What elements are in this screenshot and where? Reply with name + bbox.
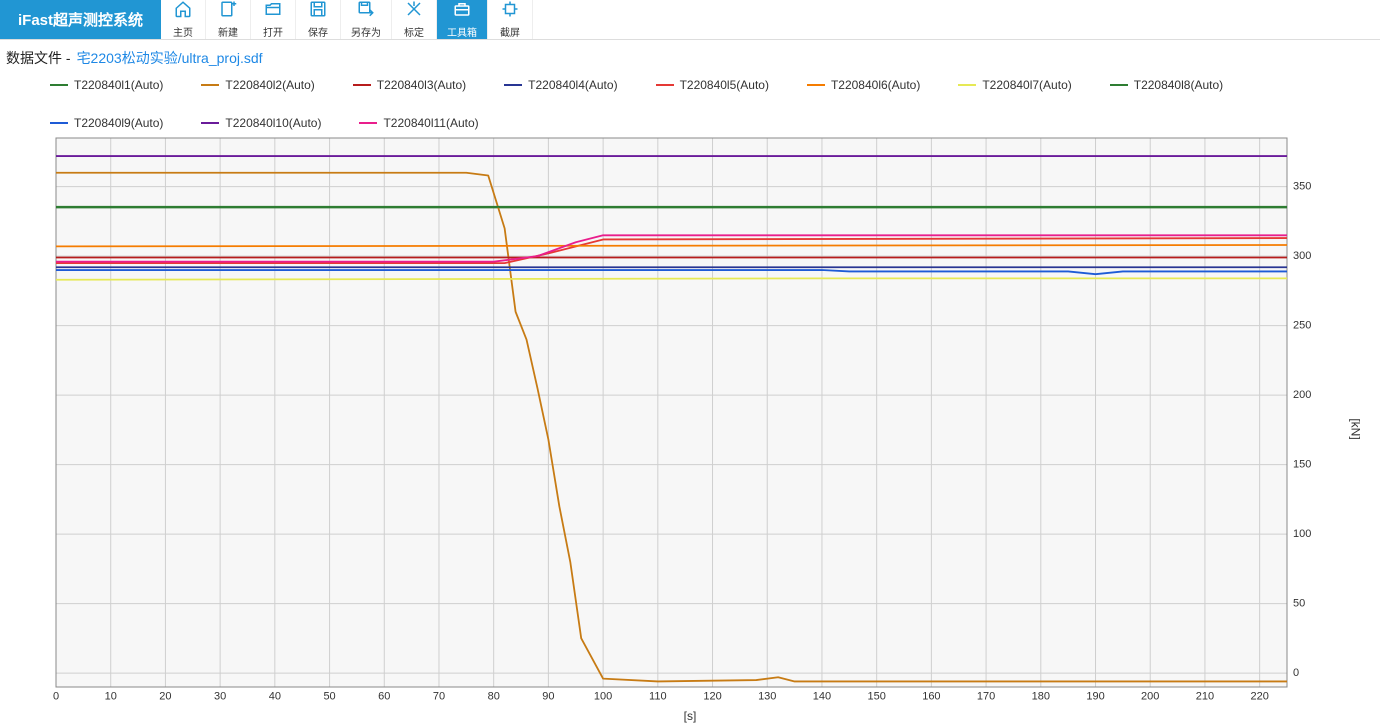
tool-label: 工具箱 (447, 24, 477, 39)
legend-item[interactable]: T220840l3(Auto) (353, 78, 466, 92)
tool-label: 另存为 (351, 24, 381, 39)
toolbar: iFast超声测控系统 主页 新建 打开 保存 另存为 标定 工具箱 截屏 (0, 0, 1380, 40)
new-button[interactable]: 新建 (206, 0, 251, 39)
tool-label: 标定 (404, 24, 424, 39)
legend-label: T220840l5(Auto) (680, 78, 769, 92)
screenshot-button[interactable]: 截屏 (488, 0, 533, 39)
calibrate-icon (404, 0, 424, 23)
legend-swatch (1110, 84, 1128, 86)
saveas-button[interactable]: 另存为 (341, 0, 392, 39)
chart-area: [s] [kN] (0, 132, 1380, 725)
legend-label: T220840l7(Auto) (982, 78, 1071, 92)
y-axis-label: [kN] (1348, 418, 1362, 439)
legend-label: T220840l2(Auto) (225, 78, 314, 92)
tool-label: 新建 (218, 24, 238, 39)
legend-label: T220840l4(Auto) (528, 78, 617, 92)
legend-swatch (353, 84, 371, 86)
file-path-row: 数据文件 - 宅2203松动实验/ultra_proj.sdf (0, 40, 1380, 72)
tool-label: 保存 (308, 24, 328, 39)
data-file-path: 宅2203松动实验/ultra_proj.sdf (77, 48, 263, 68)
legend-swatch (50, 122, 68, 124)
legend-label: T220840l10(Auto) (225, 116, 321, 130)
home-button[interactable]: 主页 (161, 0, 206, 39)
app-title: iFast超声测控系统 (0, 0, 161, 39)
toolbox-icon (452, 0, 472, 23)
legend-item[interactable]: T220840l7(Auto) (958, 78, 1071, 92)
home-icon (173, 0, 193, 23)
legend-label: T220840l11(Auto) (383, 116, 478, 130)
legend-item[interactable]: T220840l4(Auto) (504, 78, 617, 92)
legend-label: T220840l1(Auto) (74, 78, 163, 92)
legend-swatch (50, 84, 68, 86)
toolbar-buttons: 主页 新建 打开 保存 另存为 标定 工具箱 截屏 (161, 0, 533, 39)
legend-label: T220840l8(Auto) (1134, 78, 1223, 92)
tool-label: 截屏 (500, 24, 520, 39)
legend-item[interactable]: T220840l1(Auto) (50, 78, 163, 92)
tool-label: 主页 (173, 24, 193, 39)
toolbox-button[interactable]: 工具箱 (437, 0, 488, 39)
legend-swatch (201, 122, 219, 124)
save-button[interactable]: 保存 (296, 0, 341, 39)
legend-swatch (504, 84, 522, 86)
legend-item[interactable]: T220840l6(Auto) (807, 78, 920, 92)
legend-label: T220840l9(Auto) (74, 116, 163, 130)
new-icon (218, 0, 238, 23)
screenshot-icon (500, 0, 520, 23)
legend-swatch (656, 84, 674, 86)
open-button[interactable]: 打开 (251, 0, 296, 39)
legend-swatch (359, 122, 377, 124)
legend-label: T220840l3(Auto) (377, 78, 466, 92)
legend-item[interactable]: T220840l9(Auto) (50, 116, 163, 130)
legend-swatch (807, 84, 825, 86)
legend-swatch (958, 84, 976, 86)
legend-item[interactable]: T220840l8(Auto) (1110, 78, 1223, 92)
legend-item[interactable]: T220840l2(Auto) (201, 78, 314, 92)
legend-item[interactable]: T220840l5(Auto) (656, 78, 769, 92)
x-axis-label: [s] (50, 709, 1330, 723)
data-file-label: 数据文件 - (6, 48, 71, 68)
calibrate-button[interactable]: 标定 (392, 0, 437, 39)
line-chart[interactable] (50, 134, 1325, 709)
saveas-icon (356, 0, 376, 23)
legend-item[interactable]: T220840l10(Auto) (201, 116, 321, 130)
legend-label: T220840l6(Auto) (831, 78, 920, 92)
legend-item[interactable]: T220840l11(Auto) (359, 116, 478, 130)
chart-legend: T220840l1(Auto) T220840l2(Auto) T220840l3(… (0, 72, 1380, 132)
legend-swatch (201, 84, 219, 86)
save-icon (308, 0, 328, 23)
tool-label: 打开 (263, 24, 283, 39)
open-icon (263, 0, 283, 23)
